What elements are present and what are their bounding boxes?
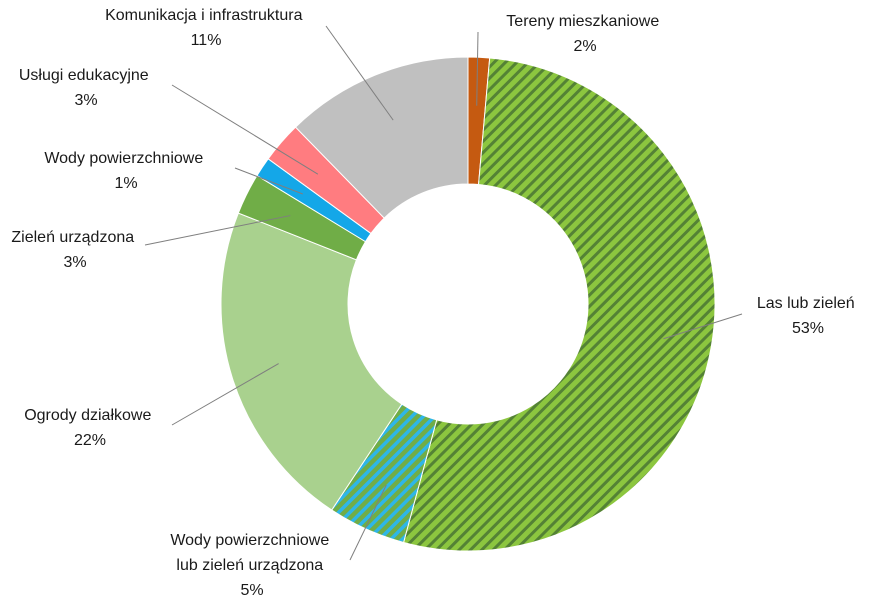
slice-las-lub-zielen	[402, 57, 716, 552]
leader-line-tereny-mieszkaniowe	[476, 31, 479, 106]
label-zielen-urzadzona: Zieleń urządzona 3%	[11, 229, 138, 271]
label-wody-lub-zielen-urzadzona: Wody powierzchniowe lub zieleń urządzona…	[170, 532, 333, 599]
leader-line-komunikacja-i-infrastruktura	[325, 25, 394, 121]
label-las-lub-zielen: Las lub zieleń 53%	[757, 295, 859, 337]
slices-group	[220, 56, 716, 552]
label-wody-powierzchniowe: Wody powierzchniowe 1%	[44, 150, 207, 192]
leader-line-wody-powierzchniowe	[234, 167, 303, 195]
label-ogrody-dzialkowe: Ogrody działkowe 22%	[24, 407, 156, 449]
leader-line-las-lub-zielen	[663, 313, 743, 340]
leader-line-ogrody-dzialkowe	[171, 363, 279, 426]
leader-line-uslugi-edukacyjne	[171, 84, 319, 175]
slice-ogrody-dzialkowe	[220, 212, 403, 511]
label-uslugi-edukacyjne: Usługi edukacyjne 3%	[19, 67, 153, 109]
slice-komunikacja-i-infrastruktura	[294, 56, 469, 219]
leader-lines-group	[144, 25, 743, 561]
labels-group: Tereny mieszkaniowe 2% Las lub zieleń 53…	[11, 7, 859, 599]
leader-line-zielen-urzadzona	[144, 215, 291, 246]
label-tereny-mieszkaniowe: Tereny mieszkaniowe 2%	[506, 13, 663, 55]
label-komunikacja-i-infrastruktura: Komunikacja i infrastruktura 11%	[105, 7, 307, 49]
leader-line-wody-powierzchniowe-lub-zielen-urzadzona	[349, 484, 387, 561]
